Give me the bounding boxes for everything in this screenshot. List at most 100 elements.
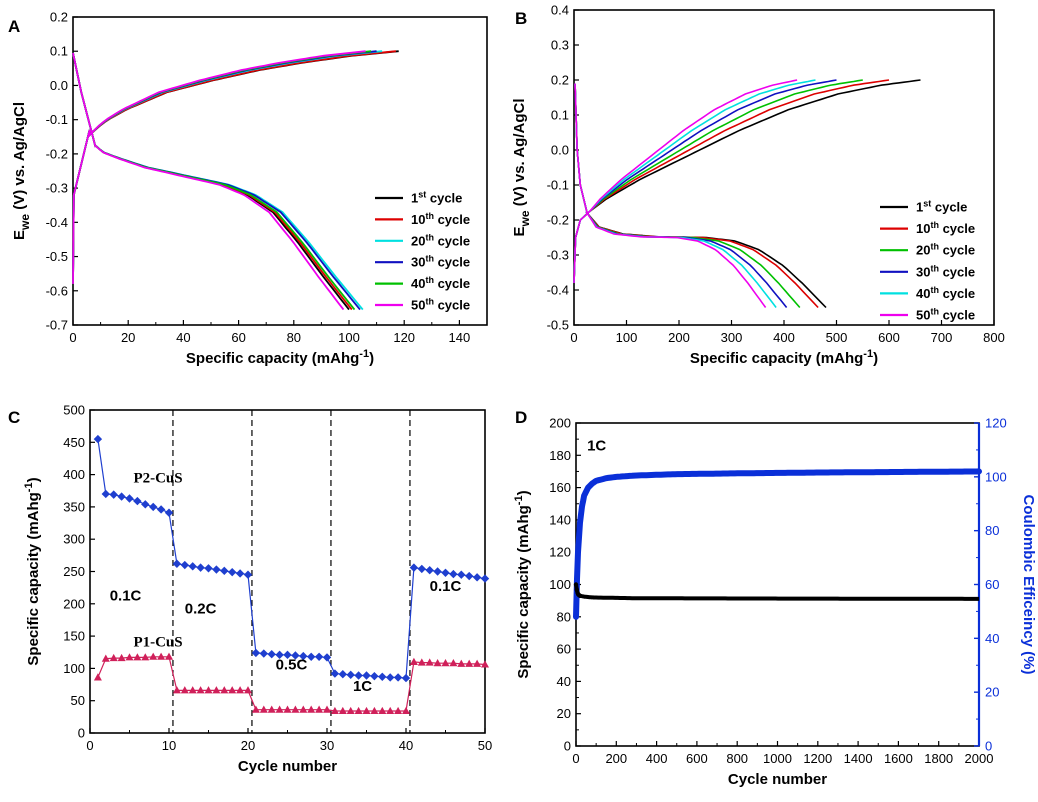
x-tick-label: 300 [721,330,743,345]
data-point [251,648,261,658]
data-point [425,566,434,575]
data-point [117,653,126,662]
data-point [386,706,395,715]
charge-curve [573,79,798,284]
y-tick-label: 0.1 [50,44,68,59]
data-point [457,570,466,579]
y2-tick-label: 60 [985,577,999,592]
data-point [394,706,403,715]
charge-curve [573,79,837,284]
y-tick-label: -0.4 [547,283,569,298]
data-point [180,686,189,694]
x-tick-label: 1200 [803,751,832,766]
data-point [441,659,450,667]
data-point [362,671,371,680]
data-point [165,652,173,660]
data-point [338,670,347,679]
data-point [188,686,197,694]
data-point [465,571,474,581]
y-tick-label: 0.2 [551,73,569,88]
x-tick-label: 200 [668,330,690,345]
y-tick-label: -0.3 [46,181,68,196]
data-point [172,686,181,694]
x-tick-label: 1000 [763,751,792,766]
y-tick-label: 500 [63,403,85,418]
data-point [204,564,213,573]
data-point [409,563,419,572]
y-tick-label: 60 [557,642,571,657]
y-tick-label: 0.4 [551,3,569,18]
y-tick-label: -0.6 [46,283,68,298]
x-tick-label: 140 [449,330,471,345]
data-point [267,705,276,713]
data-point [204,686,213,694]
charge-curve [573,79,816,284]
y-tick-label: -0.3 [547,248,569,263]
ce-data-point [579,503,585,510]
ce-data-point [576,534,582,540]
data-point [93,434,103,444]
data-point [338,706,347,715]
ce-data-point [573,614,579,620]
data-point [370,706,379,715]
charge-curve [573,79,890,284]
panel-d-chart: 0 200 400 600 800 1000 1200 1400 1600 1800 2000020… [513,416,1037,789]
legend-entry: 30th cycle [916,263,975,279]
data-point [283,650,292,660]
ce-data-point [574,571,580,577]
data-point [378,672,387,681]
rate-label: 0.2C [185,600,217,617]
y-tick-label: -0.2 [46,146,68,161]
y-tick-label: 350 [63,499,85,514]
ce-data-point [577,518,583,524]
x-tick-label: 800 [983,330,1005,345]
data-point [409,657,418,665]
data-point [330,706,339,715]
data-point [117,492,126,501]
data-point [220,686,229,694]
data-point [370,671,379,681]
data-point [141,500,150,509]
rate-label: 0.5C [276,657,308,674]
series-label: P2-CuS [133,470,182,486]
y-axis-label: Specific capacity (mAhg-1) [513,490,532,678]
data-point [322,653,332,662]
data-point [267,649,276,659]
y-tick-label: 200 [63,596,85,611]
panel-label-b: B [515,9,527,28]
x-tick-label: 1600 [884,751,913,766]
data-point [157,652,166,660]
capacity-data-point [577,593,583,599]
data-point [480,574,490,583]
data-point [109,490,118,499]
capacity-series-line [574,584,979,601]
y-tick-label: -0.4 [46,215,68,230]
data-point [283,705,292,713]
data-point [259,705,268,713]
data-point [323,705,331,713]
data-point [473,659,482,667]
data-point [188,562,197,571]
rate-label: 0.1C [430,578,462,595]
data-point [259,649,268,658]
x-tick-label: 2000 [965,751,994,766]
y-tick-label: 450 [63,435,85,450]
data-point [378,706,387,715]
y-tick-label: -0.1 [46,112,68,127]
data-point [433,567,442,576]
data-point [141,653,150,661]
plot-frame [72,16,488,326]
legend-entry: 30th cycle [411,254,470,270]
data-point [330,669,340,678]
legend-entry: 40th cycle [411,275,470,291]
data-point [133,496,142,506]
data-point [275,705,284,713]
legend-entry: 10th cycle [411,211,470,227]
charge-curve [72,50,366,284]
y-tick-label: 0.0 [551,143,569,158]
ce-data-point [577,525,583,532]
plot-frame [89,409,486,734]
panel-a-chart: 0 20 40 60 80 100 120 140 -0.7 -0.6 -0.5 -0.4 -0.3 -0… [11,10,488,367]
x-tick-label: 40 [176,330,190,345]
y-tick-label: 100 [63,661,85,676]
